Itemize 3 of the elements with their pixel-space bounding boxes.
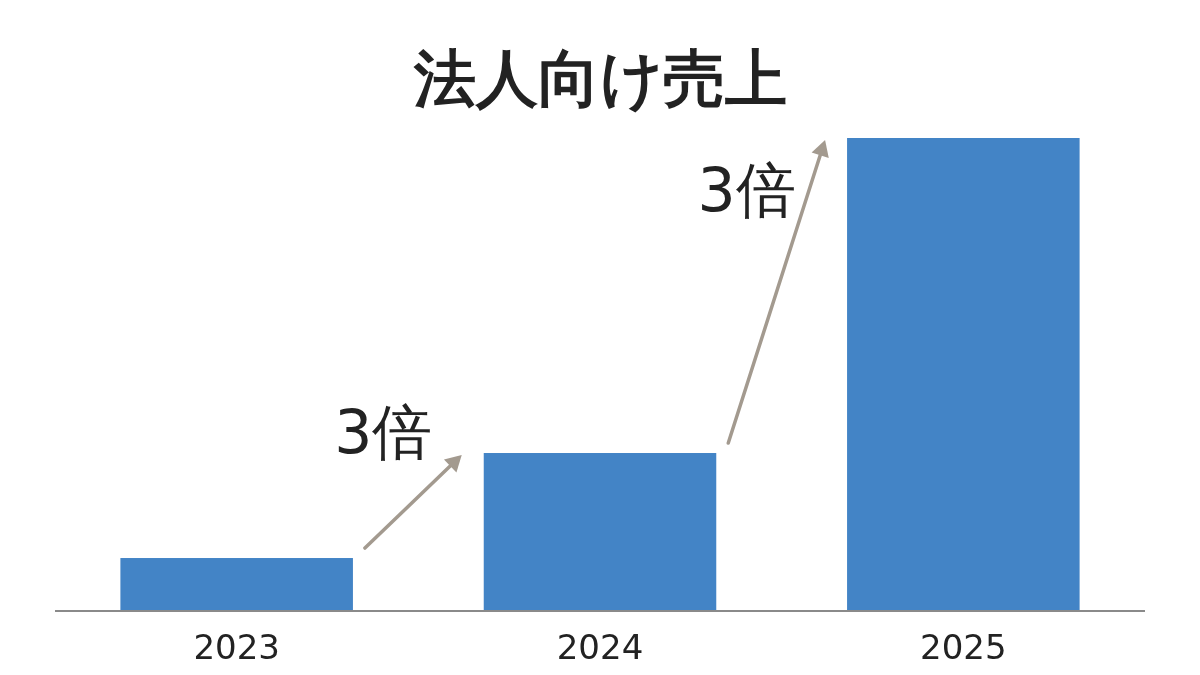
annotation: 3倍 [697, 155, 796, 226]
annotation: 3倍 [334, 396, 433, 467]
title: 法人向け売上 [413, 42, 787, 115]
